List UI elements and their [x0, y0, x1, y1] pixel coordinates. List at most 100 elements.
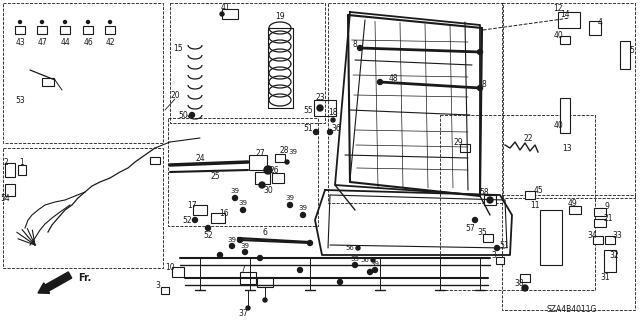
Bar [3, 148, 163, 268]
Circle shape [246, 306, 250, 310]
Circle shape [259, 182, 265, 188]
Text: 48: 48 [388, 74, 398, 83]
Text: 41: 41 [220, 3, 230, 12]
Circle shape [328, 130, 333, 134]
Circle shape [477, 50, 483, 54]
Text: 5: 5 [630, 45, 634, 54]
Text: 21: 21 [604, 213, 612, 222]
Text: 52: 52 [203, 230, 213, 239]
Bar [520, 274, 530, 282]
Circle shape [487, 197, 493, 203]
Circle shape [263, 298, 267, 302]
Bar [502, 3, 635, 198]
Text: 40: 40 [553, 121, 563, 130]
Text: 28: 28 [279, 146, 289, 155]
Circle shape [358, 45, 362, 51]
Bar [620, 41, 630, 69]
Bar [3, 3, 163, 143]
Text: 39: 39 [298, 205, 307, 211]
Text: 47: 47 [37, 37, 47, 46]
Bar [249, 155, 267, 170]
Circle shape [367, 269, 372, 275]
Text: 23: 23 [315, 92, 325, 101]
Bar [314, 100, 336, 116]
Text: 56: 56 [346, 245, 355, 251]
Text: 44: 44 [60, 37, 70, 46]
Bar [15, 26, 25, 34]
Circle shape [285, 160, 289, 164]
Circle shape [356, 246, 360, 250]
Text: 29: 29 [453, 138, 463, 147]
Bar [605, 236, 615, 244]
Text: 57: 57 [465, 223, 475, 233]
Text: 17: 17 [187, 201, 197, 210]
Text: 39: 39 [351, 256, 360, 262]
Bar [240, 272, 256, 284]
Text: 3: 3 [492, 251, 497, 260]
Bar [150, 156, 160, 164]
Circle shape [477, 85, 483, 91]
Text: 39: 39 [289, 149, 298, 155]
Bar [594, 208, 606, 216]
Bar [105, 26, 115, 34]
Text: 37: 37 [238, 309, 248, 318]
Text: 7: 7 [241, 266, 245, 275]
Text: 8: 8 [482, 79, 486, 89]
Circle shape [257, 255, 262, 260]
Bar [170, 3, 325, 123]
Text: 39: 39 [241, 243, 250, 249]
Text: 33: 33 [612, 230, 622, 239]
Circle shape [371, 258, 375, 262]
Text: 56: 56 [360, 257, 369, 263]
Circle shape [331, 118, 335, 122]
Circle shape [307, 241, 312, 245]
Text: 10: 10 [165, 262, 175, 271]
Text: 54: 54 [0, 194, 10, 203]
Text: 14: 14 [560, 10, 570, 19]
Bar [5, 184, 15, 196]
Text: 32: 32 [609, 251, 619, 260]
Circle shape [109, 20, 111, 23]
Text: 4: 4 [598, 18, 602, 27]
Text: 18: 18 [328, 108, 338, 116]
Text: 49: 49 [568, 198, 578, 207]
Text: 1: 1 [20, 157, 24, 166]
Text: 39: 39 [371, 261, 380, 267]
Bar [594, 219, 606, 227]
Text: 30: 30 [263, 186, 273, 195]
Text: 3: 3 [156, 281, 161, 290]
Text: 46: 46 [83, 37, 93, 46]
Bar [275, 154, 285, 162]
Bar [193, 205, 207, 215]
Circle shape [220, 12, 224, 16]
Text: 15: 15 [173, 44, 183, 52]
Circle shape [86, 20, 90, 23]
Circle shape [232, 196, 237, 201]
Text: 38: 38 [514, 279, 524, 289]
Circle shape [522, 285, 528, 291]
Bar [83, 26, 93, 34]
Bar [569, 206, 581, 214]
Bar [604, 250, 616, 272]
Text: 22: 22 [524, 133, 532, 142]
Bar [60, 26, 70, 34]
Text: 53: 53 [15, 95, 25, 105]
Circle shape [189, 113, 195, 117]
Circle shape [301, 212, 305, 218]
Text: SZA4B4011G: SZA4B4011G [547, 306, 597, 315]
Text: 43: 43 [15, 37, 25, 46]
Text: 39: 39 [227, 237, 237, 243]
Text: 58: 58 [479, 188, 489, 196]
Bar [558, 12, 580, 28]
Bar [272, 173, 284, 183]
Circle shape [230, 244, 234, 249]
Text: 12: 12 [553, 4, 563, 12]
Circle shape [264, 166, 272, 174]
Bar [37, 26, 47, 34]
Text: 20: 20 [170, 91, 180, 100]
Bar [172, 267, 184, 277]
Text: 36: 36 [331, 124, 341, 132]
Bar [593, 236, 603, 244]
Circle shape [495, 245, 499, 251]
FancyArrow shape [38, 272, 72, 293]
